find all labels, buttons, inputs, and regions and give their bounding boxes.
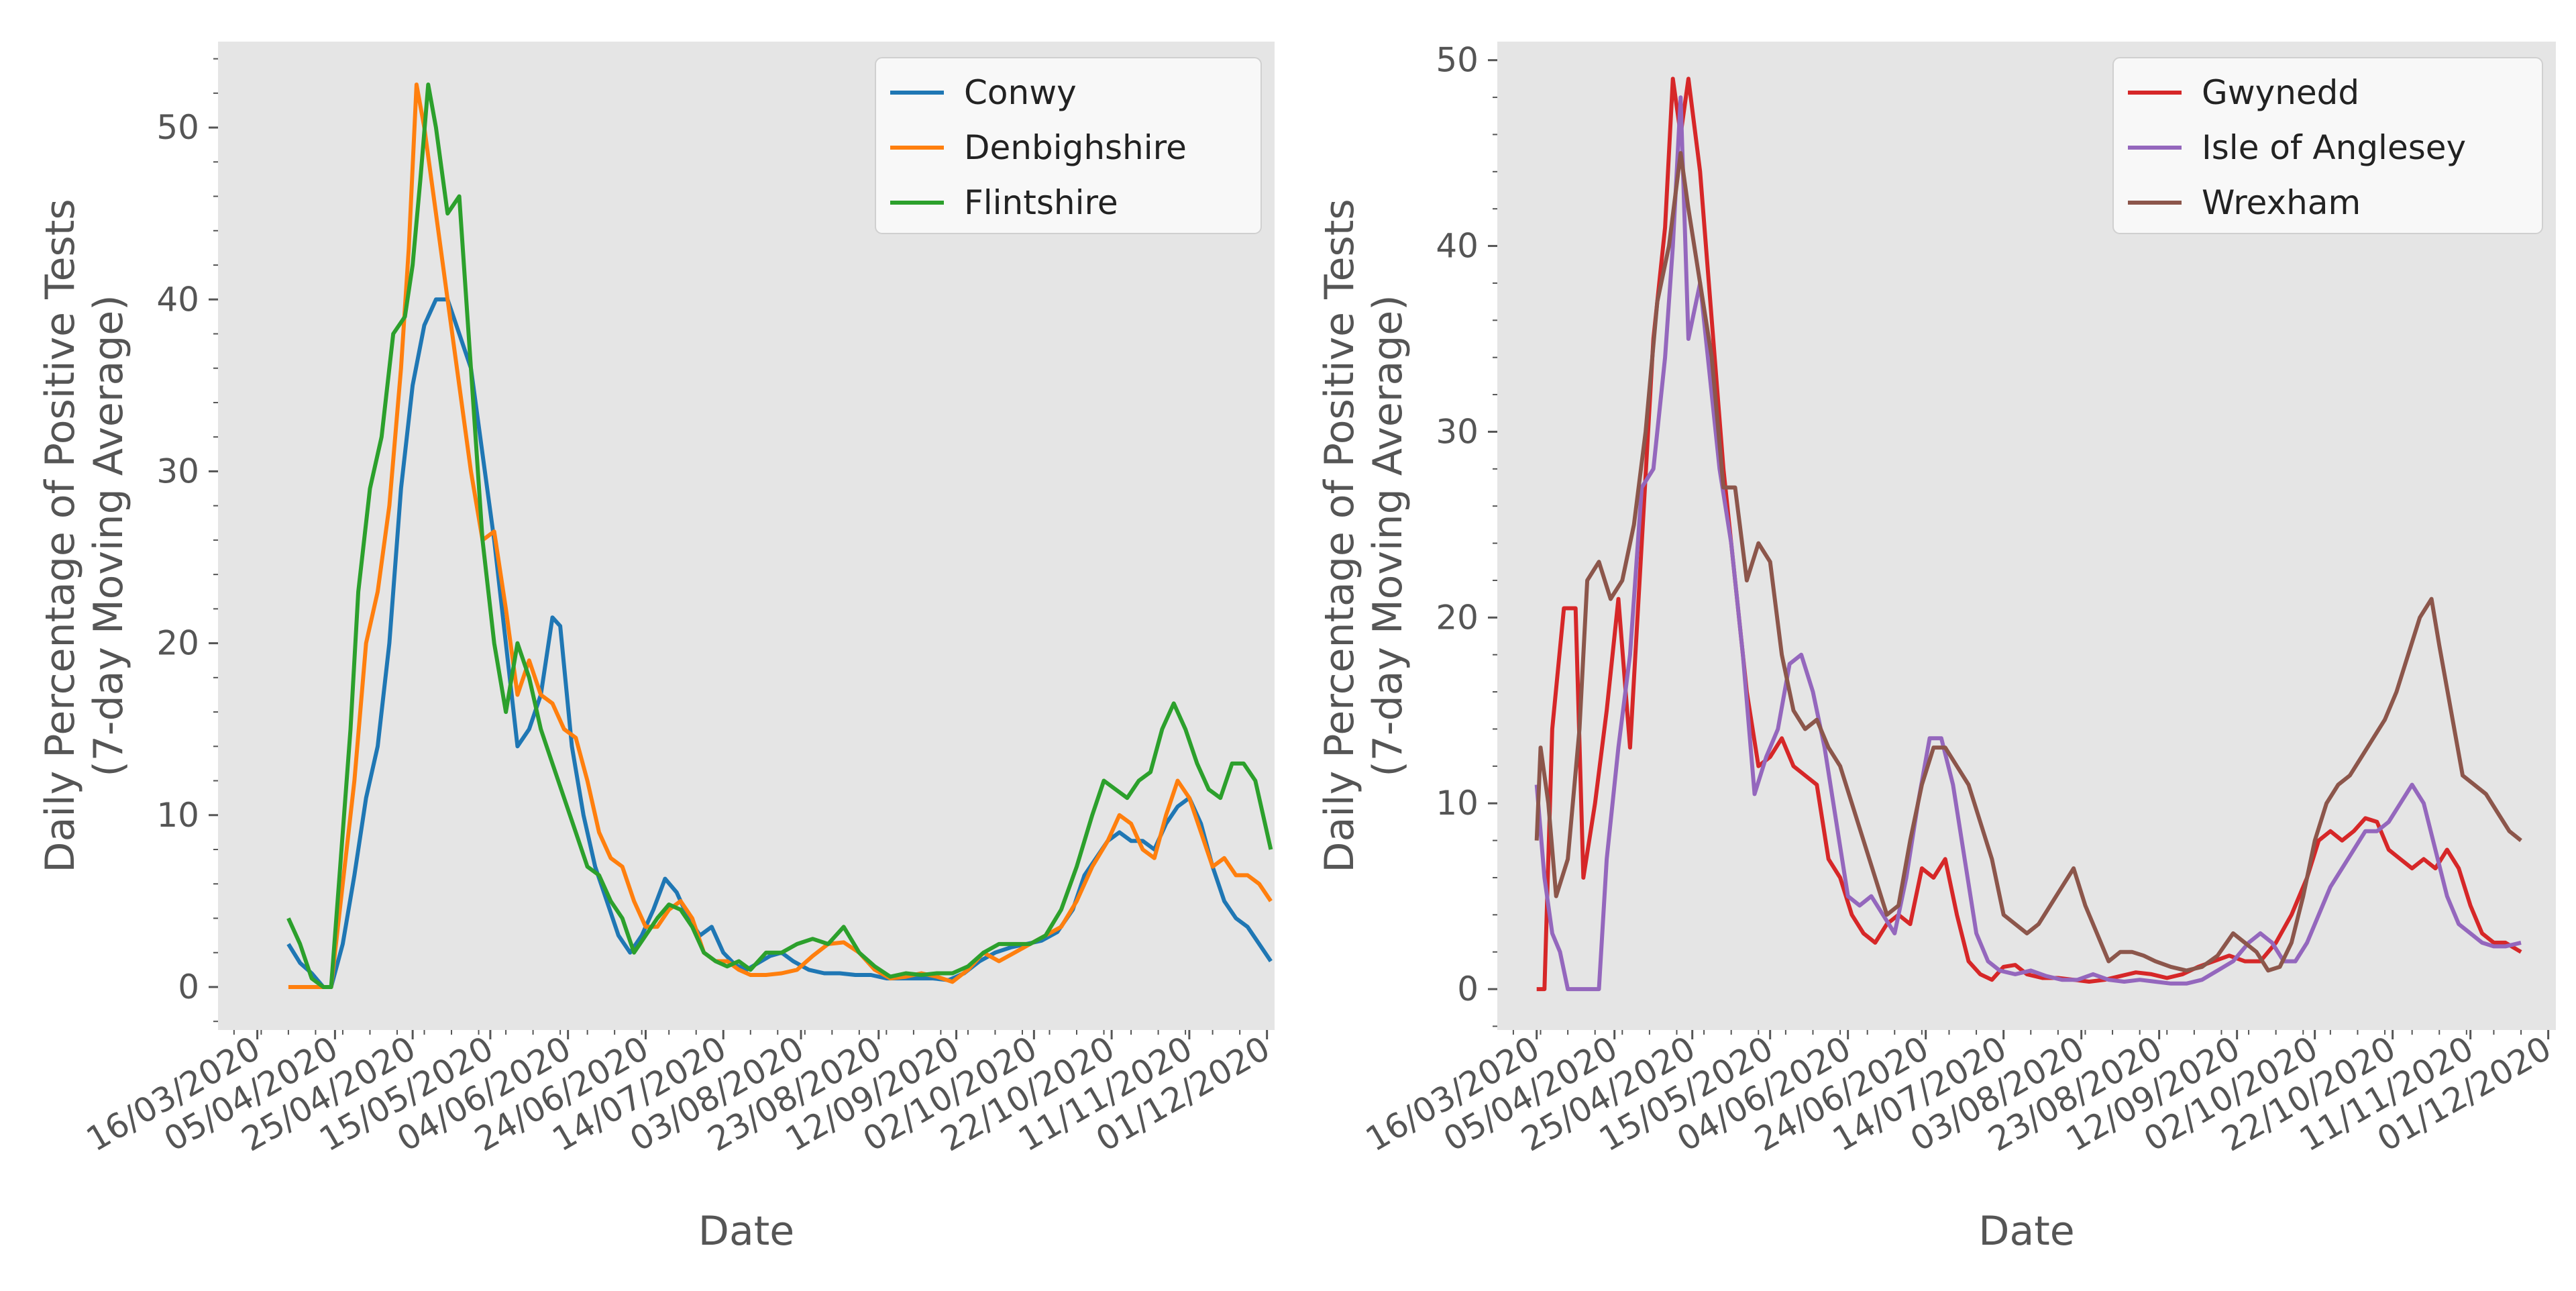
y-axis-ticks: 0 10 20 30 40 50 <box>156 58 218 1023</box>
y-axis-label-sub: (7-day Moving Average) <box>85 295 132 776</box>
y-tick-label: 30 <box>156 452 199 490</box>
legend-label: Gwynedd <box>2202 73 2359 112</box>
y-axis-label: Daily Percentage of Positive Tests <box>1316 199 1363 872</box>
x-axis-ticks: 16/03/202005/04/202025/04/202015/05/2020… <box>80 1029 1277 1159</box>
right-chart-panel: 0 10 20 30 40 50 16/03/202005/04/202025/04/202… <box>1316 41 2558 1255</box>
y-tick-label: 0 <box>1457 970 1479 1009</box>
x-axis-ticks: 16/03/202005/04/202025/04/202015/05/2020… <box>1359 1029 2558 1159</box>
y-tick-label: 40 <box>156 280 199 319</box>
x-axis-label: Date <box>698 1208 794 1255</box>
series-line-denbighshire <box>288 83 1273 989</box>
y-axis-label: Daily Percentage of Positive Tests <box>37 199 84 872</box>
y-tick-label: 20 <box>1436 598 1479 637</box>
y-axis-label-sub: (7-day Moving Average) <box>1364 295 1411 776</box>
y-tick-label: 20 <box>156 624 199 663</box>
y-tick-label: 40 <box>1436 227 1479 266</box>
series-line-isle-of-anglesey <box>1534 95 2522 992</box>
legend-label: Wrexham <box>2202 183 2361 222</box>
y-tick-label: 50 <box>1436 41 1479 80</box>
legend-box <box>875 57 1262 234</box>
y-axis-ticks: 0 10 20 30 40 50 <box>1436 41 1497 1027</box>
legend-label: Flintshire <box>964 183 1118 222</box>
series-lines <box>286 83 1273 989</box>
legend-box <box>2112 57 2543 234</box>
legend: Conwy Denbighshire Flintshire <box>875 57 1262 234</box>
y-tick-label: 0 <box>178 968 199 1006</box>
series-line-conwy <box>286 297 1273 989</box>
y-tick-label: 10 <box>1436 784 1479 823</box>
legend-label: Denbighshire <box>964 128 1187 167</box>
series-line-wrexham <box>1534 151 2522 973</box>
y-tick-label: 50 <box>156 108 199 147</box>
y-tick-label: 30 <box>1436 412 1479 451</box>
x-axis-label: Date <box>1978 1208 2074 1255</box>
y-tick-label: 10 <box>156 796 199 835</box>
legend-label: Isle of Anglesey <box>2202 128 2466 167</box>
series-line-gwynedd <box>1536 76 2522 992</box>
left-chart-panel: 0 10 20 30 40 50 16/03/202005/04/202025/04/202… <box>37 42 1277 1255</box>
series-lines <box>1534 76 2522 992</box>
legend: Gwynedd Isle of Anglesey Wrexham <box>2112 57 2543 234</box>
legend-label: Conwy <box>964 73 1077 112</box>
series-line-flintshire <box>286 83 1273 989</box>
